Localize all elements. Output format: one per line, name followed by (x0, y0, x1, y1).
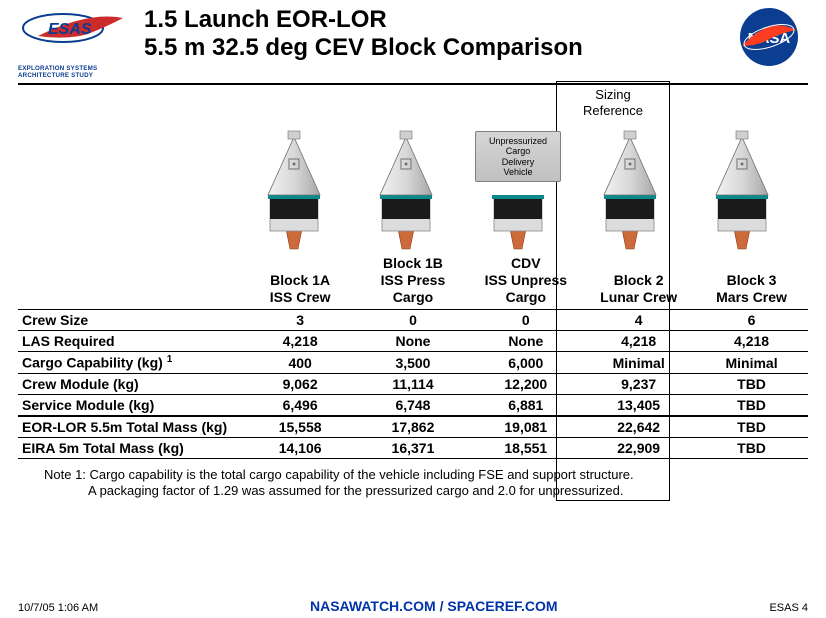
cdv-label: Unpressurized Cargo Delivery Vehicle (475, 131, 561, 182)
cell: 22,642 (582, 416, 695, 438)
cell: Minimal (695, 352, 808, 374)
cell: 11,114 (357, 374, 470, 395)
esas-tagline: EXPLORATION SYSTEMS ARCHITECTURE STUDY (18, 65, 138, 79)
row-label: Crew Module (kg) (18, 374, 244, 395)
cell: 4,218 (695, 331, 808, 352)
cell: 6,496 (244, 395, 357, 417)
note-line-2: A packaging factor of 1.29 was assumed f… (44, 483, 808, 499)
vehicles-row: Unpressurized Cargo Delivery Vehicle (238, 91, 808, 251)
col-header-3: Block 2Lunar Crew (582, 253, 695, 310)
cell: 4,218 (244, 331, 357, 352)
vehicle-1 (238, 91, 350, 251)
footer-timestamp: 10/7/05 1:06 AM (18, 602, 98, 614)
nasa-logo: NASA (738, 6, 808, 73)
vehicle-2 (350, 91, 462, 251)
vehicle-3: Unpressurized Cargo Delivery Vehicle (462, 91, 574, 251)
capsule-icon (244, 111, 344, 251)
cell: TBD (695, 374, 808, 395)
row-label: Service Module (kg) (18, 395, 244, 417)
cell: None (357, 331, 470, 352)
cell: 6,748 (357, 395, 470, 417)
content-area: Sizing Reference Unpressurized Cargo Del… (0, 85, 826, 500)
col-header-4: Block 3Mars Crew (695, 253, 808, 310)
cell: TBD (695, 416, 808, 438)
header: ESAS EXPLORATION SYSTEMS ARCHITECTURE ST… (0, 0, 826, 79)
row-label: Cargo Capability (kg)1 (18, 352, 244, 374)
cell: 16,371 (357, 438, 470, 459)
capsule-icon (356, 111, 456, 251)
cell: 17,862 (357, 416, 470, 438)
capsule-icon (580, 111, 680, 251)
cell: 6,881 (469, 395, 582, 417)
comparison-table: Block 1AISS CrewBlock 1BISS PressCargoCD… (18, 253, 808, 459)
row-label: EIRA 5m Total Mass (kg) (18, 438, 244, 459)
cell: TBD (695, 395, 808, 417)
row-label: EOR-LOR 5.5m Total Mass (kg) (18, 416, 244, 438)
notes: Note 1: Cargo capability is the total ca… (18, 467, 808, 500)
cell: 9,062 (244, 374, 357, 395)
cell: 12,200 (469, 374, 582, 395)
esas-logo: ESAS EXPLORATION SYSTEMS ARCHITECTURE ST… (18, 6, 138, 79)
footer: 10/7/05 1:06 AM NASAWATCH.COM / SPACEREF… (0, 598, 826, 614)
cell: 0 (357, 310, 470, 331)
table-row-total: EOR-LOR 5.5m Total Mass (kg)15,55817,862… (18, 416, 808, 438)
cell: Minimal (582, 352, 695, 374)
cell: 22,909 (582, 438, 695, 459)
cell: 6 (695, 310, 808, 331)
table-row: Cargo Capability (kg)14003,5006,000Minim… (18, 352, 808, 374)
row-label: LAS Required (18, 331, 244, 352)
title-block: 1.5 Launch EOR-LOR 5.5 m 32.5 deg CEV Bl… (138, 6, 738, 61)
table-row: Crew Size30046 (18, 310, 808, 331)
title-line-1: 1.5 Launch EOR-LOR (144, 6, 738, 34)
cell: None (469, 331, 582, 352)
cell: 3 (244, 310, 357, 331)
note-line-1: Note 1: Cargo capability is the total ca… (44, 467, 808, 483)
cell: 4,218 (582, 331, 695, 352)
capsule-icon (692, 111, 792, 251)
cell: 18,551 (469, 438, 582, 459)
cell: 9,237 (582, 374, 695, 395)
cell: 0 (469, 310, 582, 331)
cell: 13,405 (582, 395, 695, 417)
row-label: Crew Size (18, 310, 244, 331)
col-header-0: Block 1AISS Crew (244, 253, 357, 310)
table-row: Crew Module (kg)9,06211,11412,2009,237TB… (18, 374, 808, 395)
title-line-2: 5.5 m 32.5 deg CEV Block Comparison (144, 34, 738, 62)
cell: 15,558 (244, 416, 357, 438)
col-header-1: Block 1BISS PressCargo (357, 253, 470, 310)
vehicle-5 (686, 91, 798, 251)
cell: 14,106 (244, 438, 357, 459)
vehicle-4 (574, 91, 686, 251)
cell: 6,000 (469, 352, 582, 374)
cell: 400 (244, 352, 357, 374)
column-headers: Block 1AISS CrewBlock 1BISS PressCargoCD… (18, 253, 808, 310)
table-row: LAS Required4,218NoneNone4,2184,218 (18, 331, 808, 352)
cell: 19,081 (469, 416, 582, 438)
cell: 3,500 (357, 352, 470, 374)
footer-right: ESAS 4 (769, 602, 808, 614)
svg-text:ESAS: ESAS (48, 21, 92, 38)
footer-center: NASAWATCH.COM / SPACEREF.COM (98, 598, 769, 614)
table-row-total: EIRA 5m Total Mass (kg)14,10616,37118,55… (18, 438, 808, 459)
col-header-2: CDVISS UnpressCargo (469, 253, 582, 310)
table-row: Service Module (kg)6,4966,7486,88113,405… (18, 395, 808, 417)
cell: TBD (695, 438, 808, 459)
cell: 4 (582, 310, 695, 331)
